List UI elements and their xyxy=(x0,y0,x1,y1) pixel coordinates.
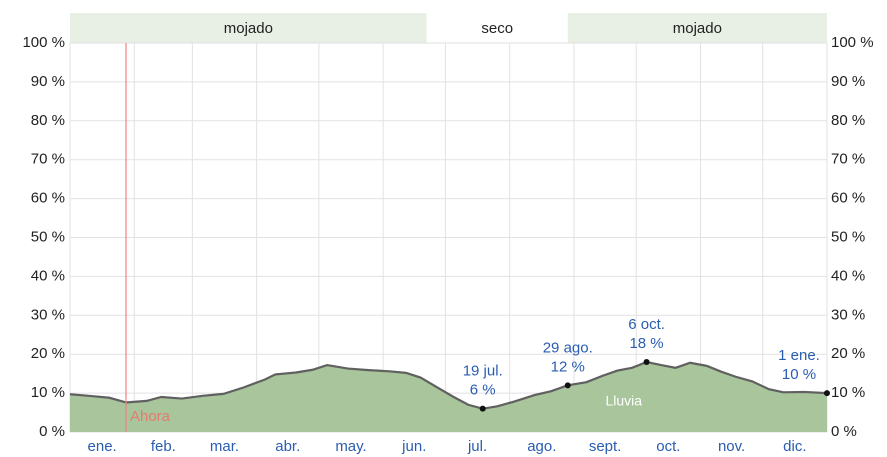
x-tick-label: mar. xyxy=(210,438,239,455)
y2-tick-label: 50 % xyxy=(831,228,865,245)
y2-tick-label: 70 % xyxy=(831,151,865,168)
annotation-date: 6 oct. xyxy=(628,316,665,333)
annotation-point xyxy=(564,382,571,389)
annotation-value: 6 % xyxy=(470,382,496,399)
x-tick-label: ene. xyxy=(88,438,117,455)
x-tick-label: abr. xyxy=(275,438,300,455)
y-tick-label: 70 % xyxy=(31,151,65,168)
y2-tick-label: 40 % xyxy=(831,267,865,284)
x-tick-label: nov. xyxy=(718,438,745,455)
y2-tick-label: 100 % xyxy=(831,34,874,51)
y-tick-label: 80 % xyxy=(31,112,65,129)
series-label: Lluvia xyxy=(605,393,642,409)
y-tick-label: 60 % xyxy=(31,190,65,207)
season-label: seco xyxy=(481,20,513,37)
season-band xyxy=(426,13,568,43)
annotation-date: 1 ene. xyxy=(778,347,820,364)
annotation-value: 18 % xyxy=(629,335,663,352)
annotation-value: 10 % xyxy=(782,366,816,383)
y-tick-label: 20 % xyxy=(31,345,65,362)
y2-tick-label: 10 % xyxy=(831,384,865,401)
now-label: Ahora xyxy=(130,408,171,425)
y-tick-label: 90 % xyxy=(31,73,65,90)
annotation-point xyxy=(479,405,486,412)
annotation-date: 29 ago. xyxy=(543,339,593,356)
y-tick-label: 50 % xyxy=(31,228,65,245)
y2-tick-label: 0 % xyxy=(831,423,857,440)
line xyxy=(69,360,828,410)
season-band xyxy=(567,13,827,43)
annotation-date: 19 jul. xyxy=(463,363,503,380)
y-tick-label: 10 % xyxy=(31,384,65,401)
x-tick-label: ago. xyxy=(527,438,556,455)
y2-tick-label: 60 % xyxy=(831,190,865,207)
season-label: mojado xyxy=(673,20,722,37)
x-tick-label: jun. xyxy=(401,438,426,455)
y-tick-label: 40 % xyxy=(31,267,65,284)
annotation-point xyxy=(643,358,650,365)
annotation-point xyxy=(824,390,830,397)
y2-tick-label: 20 % xyxy=(831,345,865,362)
area xyxy=(70,361,827,432)
annotation-value: 12 % xyxy=(551,358,585,375)
x-tick-label: jul. xyxy=(467,438,487,455)
y-tick-label: 100 % xyxy=(22,34,65,51)
y2-tick-label: 30 % xyxy=(831,306,865,323)
season-label: mojado xyxy=(224,20,273,37)
x-tick-label: sept. xyxy=(589,438,622,455)
season-band xyxy=(70,13,427,43)
x-tick-label: dic. xyxy=(783,438,806,455)
y2-tick-label: 80 % xyxy=(831,112,865,129)
x-tick-label: oct. xyxy=(656,438,680,455)
y-tick-label: 30 % xyxy=(31,306,65,323)
y2-tick-label: 90 % xyxy=(831,73,865,90)
x-tick-label: feb. xyxy=(151,438,176,455)
y-tick-label: 0 % xyxy=(39,423,65,440)
x-tick-label: may. xyxy=(335,438,366,455)
